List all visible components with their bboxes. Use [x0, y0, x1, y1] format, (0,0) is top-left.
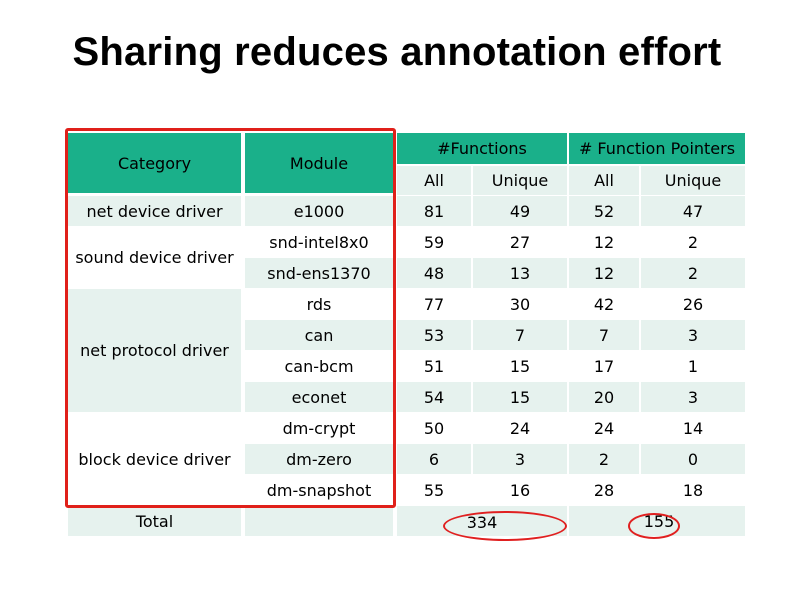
fp-all-cell: 52 [569, 196, 639, 226]
module-cell: dm-snapshot [245, 475, 393, 505]
module-cell: snd-ens1370 [245, 258, 393, 288]
functions-unique-cell: 24 [473, 413, 567, 443]
fp-unique-cell: 3 [641, 382, 745, 412]
functions-unique-cell: 7 [473, 320, 567, 350]
header-category: Category [68, 133, 241, 193]
module-cell: econet [245, 382, 393, 412]
module-cell: dm-zero [245, 444, 393, 474]
subheader-functions-unique: Unique [473, 166, 567, 195]
subheader-functions-all: All [397, 166, 471, 195]
functions-unique-cell: 16 [473, 475, 567, 505]
fp-all-cell: 12 [569, 258, 639, 288]
functions-all-cell: 6 [397, 444, 471, 474]
fp-unique-cell: 3 [641, 320, 745, 350]
functions-unique-cell: 30 [473, 289, 567, 319]
fp-all-cell: 17 [569, 351, 639, 381]
category-cell: net device driver [68, 196, 241, 226]
fp-unique-cell: 2 [641, 258, 745, 288]
header-function-pointers: # Function Pointers [569, 133, 745, 164]
category-module-highlight [65, 128, 396, 508]
functions-unique-cell: 13 [473, 258, 567, 288]
module-cell: can [245, 320, 393, 350]
functions-unique-cell: 15 [473, 351, 567, 381]
fp-unique-cell: 0 [641, 444, 745, 474]
functions-unique-cell: 27 [473, 227, 567, 257]
functions-all-cell: 51 [397, 351, 471, 381]
header-module: Module [245, 133, 393, 193]
subheader-fp-unique: Unique [641, 166, 745, 195]
slide-title: Sharing reduces annotation effort [72, 30, 722, 74]
module-cell: e1000 [245, 196, 393, 226]
total-fp-highlight [628, 513, 680, 539]
functions-all-cell: 48 [397, 258, 471, 288]
module-cell: can-bcm [245, 351, 393, 381]
total-functions-highlight [443, 511, 567, 541]
functions-unique-cell: 15 [473, 382, 567, 412]
fp-all-cell: 12 [569, 227, 639, 257]
fp-unique-cell: 26 [641, 289, 745, 319]
total-module-empty [245, 506, 393, 536]
functions-unique-cell: 49 [473, 196, 567, 226]
fp-all-cell: 24 [569, 413, 639, 443]
category-cell: sound device driver [68, 227, 241, 288]
functions-all-cell: 54 [397, 382, 471, 412]
fp-unique-cell: 2 [641, 227, 745, 257]
module-cell: dm-crypt [245, 413, 393, 443]
fp-unique-cell: 1 [641, 351, 745, 381]
functions-all-cell: 55 [397, 475, 471, 505]
fp-all-cell: 2 [569, 444, 639, 474]
fp-unique-cell: 47 [641, 196, 745, 226]
functions-unique-cell: 3 [473, 444, 567, 474]
functions-all-cell: 59 [397, 227, 471, 257]
fp-all-cell: 28 [569, 475, 639, 505]
module-cell: snd-intel8x0 [245, 227, 393, 257]
functions-all-cell: 50 [397, 413, 471, 443]
fp-all-cell: 42 [569, 289, 639, 319]
category-cell: block device driver [68, 413, 241, 505]
subheader-fp-all: All [569, 166, 639, 195]
fp-unique-cell: 14 [641, 413, 745, 443]
functions-all-cell: 81 [397, 196, 471, 226]
fp-all-cell: 20 [569, 382, 639, 412]
functions-all-cell: 77 [397, 289, 471, 319]
total-label: Total [68, 506, 241, 536]
module-cell: rds [245, 289, 393, 319]
fp-unique-cell: 18 [641, 475, 745, 505]
category-cell: net protocol driver [68, 289, 241, 412]
fp-all-cell: 7 [569, 320, 639, 350]
header-functions: #Functions [397, 133, 567, 164]
functions-all-cell: 53 [397, 320, 471, 350]
